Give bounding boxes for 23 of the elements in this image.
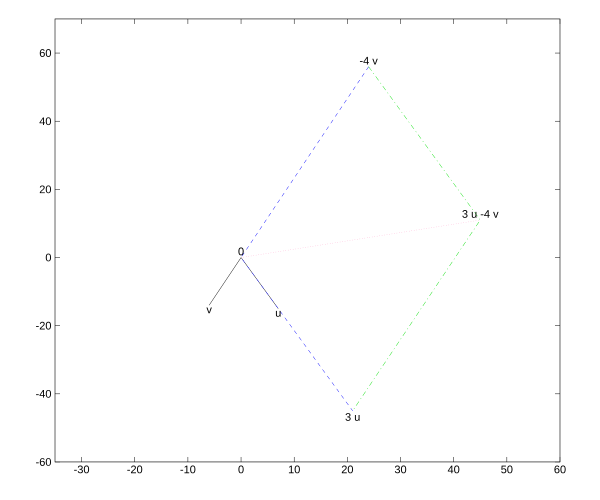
y-tick-label: 20: [40, 185, 52, 194]
y-tick-label: 0: [46, 254, 52, 262]
annotation: -4 v: [360, 56, 378, 64]
annotation: 0: [238, 248, 244, 256]
x-tick-label: 10: [288, 466, 300, 474]
x-tick-label: -10: [180, 466, 196, 474]
x-tick-label: 60: [554, 466, 566, 474]
annotation: 3 u: [345, 413, 360, 421]
x-tick-label: 30: [394, 466, 406, 474]
x-tick-label: -20: [127, 466, 142, 474]
annotation: 3 u -4 v: [462, 210, 499, 218]
x-tick-label: -30: [74, 466, 90, 474]
y-tick-label: -40: [36, 390, 52, 398]
annotation: v: [206, 307, 212, 314]
x-tick-label: 20: [342, 466, 354, 474]
annotation: u: [276, 310, 281, 317]
y-tick-label: -20: [36, 322, 52, 330]
x-tick-label: 50: [501, 466, 513, 474]
x-tick-label: 40: [448, 466, 460, 474]
y-tick-label: 60: [40, 49, 52, 57]
x-tick-label: 0: [238, 466, 244, 474]
y-tick-label: 40: [39, 117, 52, 126]
y-tick-label: -60: [36, 458, 52, 466]
